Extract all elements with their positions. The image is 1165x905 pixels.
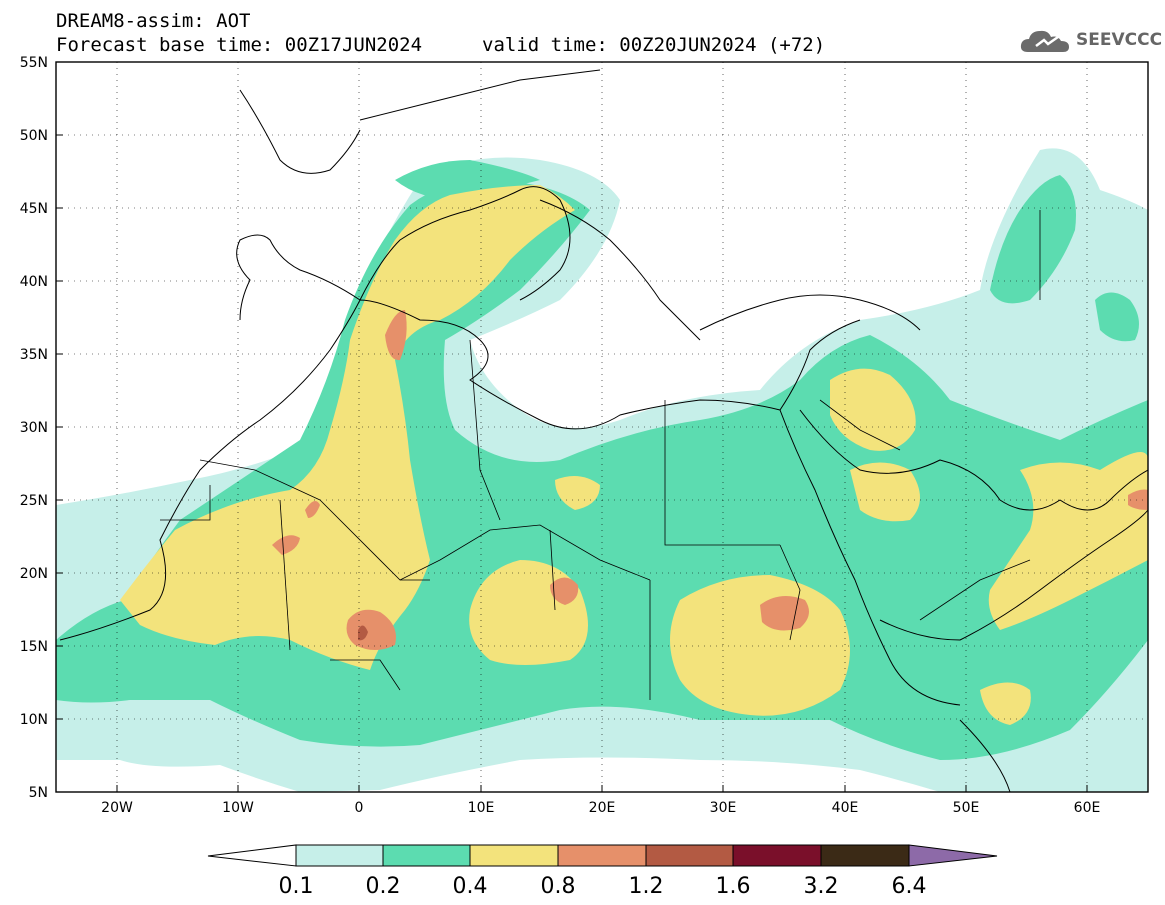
colorbar-under-arrow xyxy=(207,844,297,867)
colorbar-swatch xyxy=(645,844,734,867)
cloud-icon xyxy=(1020,30,1069,52)
lat-label: 20N xyxy=(20,566,48,582)
lon-label: 10E xyxy=(468,800,495,816)
coastlines xyxy=(59,69,1148,792)
lon-label: 60E xyxy=(1074,800,1101,816)
longitude-labels: 20W 10W 0 10E 20E 30E 40E 50E 60E xyxy=(101,800,1100,816)
colorbar-label: 1.6 xyxy=(716,874,751,899)
colorbar-label: 0.1 xyxy=(279,874,314,899)
colorbar-labels: 0.1 0.2 0.4 0.8 1.2 1.6 3.2 6.4 xyxy=(279,874,927,899)
colorbar-swatch xyxy=(820,844,910,867)
lat-label: 55N xyxy=(20,55,48,71)
colorbar-swatch xyxy=(295,844,384,867)
colorbar-swatch xyxy=(382,844,471,867)
lat-label: 45N xyxy=(20,201,48,217)
lat-label: 10N xyxy=(20,712,48,728)
colorbar xyxy=(207,844,998,867)
valid-time: valid time: 00Z20JUN2024 (+72) xyxy=(482,34,826,56)
map-title: DREAM8-assim: AOT xyxy=(56,10,251,32)
lat-label: 25N xyxy=(20,493,48,509)
lon-label: 10W xyxy=(222,800,254,816)
colorbar-label: 0.4 xyxy=(453,874,488,899)
forecast-base-time: Forecast base time: 00Z17JUN2024 xyxy=(56,34,423,56)
colorbar-label: 0.8 xyxy=(541,874,576,899)
lon-label: 30E xyxy=(710,800,737,816)
lat-label: 5N xyxy=(29,785,48,801)
seevccc-logo: SEEVCCC xyxy=(1018,24,1162,58)
aot-band-0-8 xyxy=(272,310,1148,650)
colorbar-swatch xyxy=(469,844,559,867)
tick-marks xyxy=(56,61,1088,792)
colorbar-over-arrow xyxy=(908,844,998,867)
aot-band-1-2 xyxy=(358,625,368,641)
graticule xyxy=(56,62,1148,792)
lon-label: 50E xyxy=(953,800,980,816)
lat-label: 30N xyxy=(20,420,48,436)
colorbar-label: 3.2 xyxy=(804,874,839,899)
lat-label: 35N xyxy=(20,347,48,363)
lon-label: 20W xyxy=(101,800,133,816)
colorbar-label: 0.2 xyxy=(366,874,401,899)
latitude-labels: 55N 50N 45N 40N 35N 30N 25N 20N 15N 10N … xyxy=(20,55,48,801)
colorbar-swatch xyxy=(732,844,822,867)
lon-label: 20E xyxy=(589,800,616,816)
lon-label: 0 xyxy=(355,800,364,816)
lat-label: 50N xyxy=(20,128,48,144)
logo-text: SEEVCCC xyxy=(1076,30,1163,50)
colorbar-label: 6.4 xyxy=(892,874,927,899)
lat-label: 40N xyxy=(20,274,48,290)
aot-band-0-4 xyxy=(120,185,1148,725)
lat-label: 15N xyxy=(20,639,48,655)
colorbar-label: 1.2 xyxy=(629,874,664,899)
lon-label: 40E xyxy=(832,800,859,816)
colorbar-swatch xyxy=(557,844,647,867)
